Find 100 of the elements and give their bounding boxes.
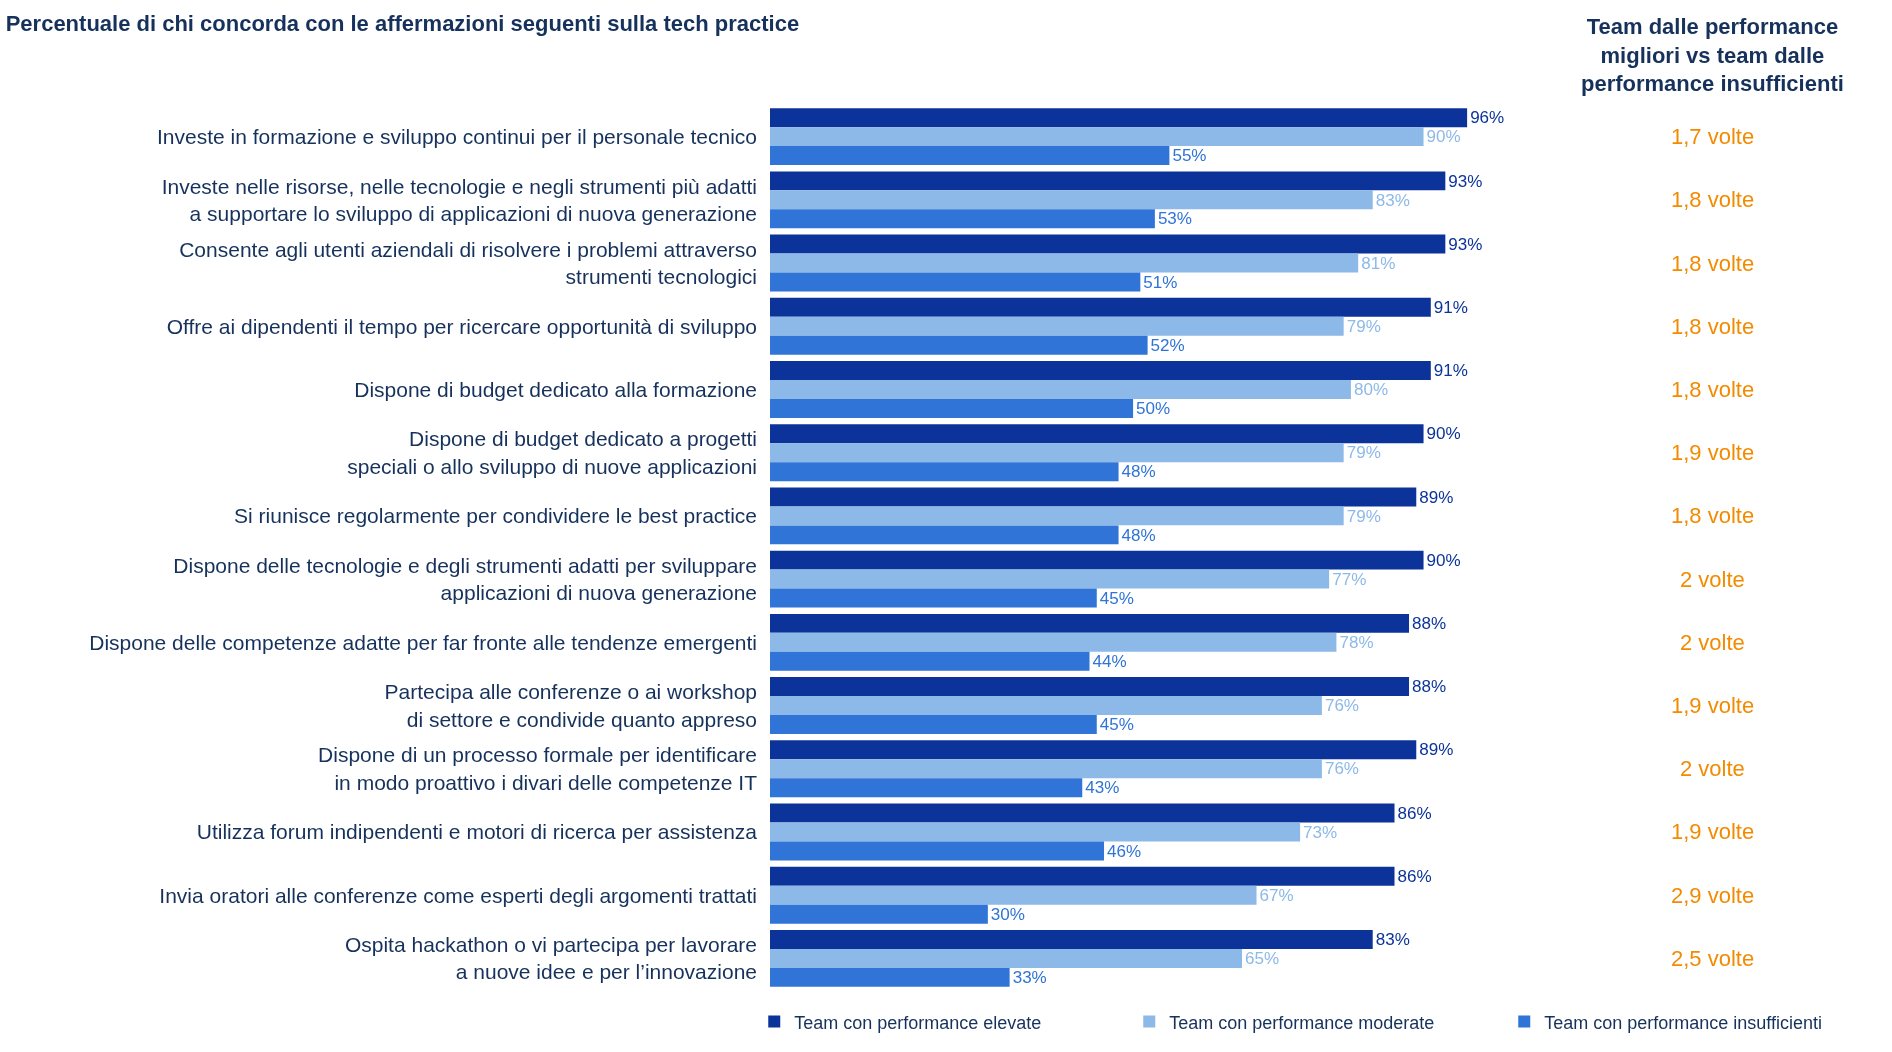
bar [770,651,1090,671]
text: 2 volte [1680,630,1745,655]
data-label: 91% [1433,361,1468,381]
text: 1,8 volte [1671,503,1755,528]
data-label: 86% [1397,803,1432,823]
text: 2 volte [1680,756,1745,781]
data-label: 79% [1346,316,1381,336]
text: 1,8 volte [1671,187,1755,212]
data-label: 76% [1324,696,1360,716]
data-label: 67% [1259,885,1294,905]
y-tick-label: Consente agli utenti aziendali di risolvere i problemi attraverso strumenti tecnologici [179,237,757,289]
bar [770,253,1359,273]
legend-label: Team con performance insufficienti [1544,1012,1823,1033]
y-tick-label: Partecipa alle conferenze o ai workshop di settore e condivide quanto appreso [384,680,757,731]
bar [770,904,988,924]
bar [770,379,1351,399]
text: 1,9 volte [1671,440,1755,465]
data-label: 83% [1375,190,1410,210]
text: 2,5 volte [1671,946,1755,971]
legend-label: Team con performance elevate [794,1012,1042,1033]
data-label: 30% [990,904,1026,924]
data-label: 46% [1107,841,1142,861]
y-tick-label: Investe nelle risorse, nelle tecnologie e negli strumenti più adatti a supportare lo sviluppo di applicazioni di nuova generazione [161,174,757,225]
data-label: 48% [1121,525,1156,545]
data-label: 76% [1324,759,1360,779]
data-label: 91% [1433,297,1468,317]
y-tick-label: Investe in formazione e sviluppo continui per il personale tecnico [156,124,757,148]
bar [770,506,1344,526]
data-label: 96% [1470,108,1505,128]
bar [770,588,1097,608]
data-label: 80% [1353,380,1389,400]
bar [770,234,1446,254]
data-label: 93% [1448,171,1483,191]
text: 2,9 volte [1671,883,1755,908]
data-label: 90% [1426,424,1461,444]
bar [770,696,1322,716]
data-label: 81% [1361,253,1396,273]
bar [770,398,1134,418]
data-label: 79% [1346,443,1381,463]
data-label: 78% [1339,633,1374,653]
bar [770,569,1330,589]
bar [770,335,1148,355]
y-tick-label: Dispone delle competenze adatte per far fronte alle tendenze emergenti [89,630,757,654]
y-tick-label: Offre ai dipendenti il tempo per ricercare opportunità di sviluppo [166,314,757,338]
bar [770,297,1431,317]
bar [770,948,1243,968]
bar [770,740,1417,760]
data-label: 65% [1245,949,1280,969]
bar [770,108,1468,128]
data-label: 77% [1332,569,1367,589]
data-label: 90% [1426,127,1461,147]
bar [770,632,1337,652]
text: 1,9 volte [1671,693,1755,718]
bar [770,778,1083,798]
data-label: 89% [1419,740,1454,760]
bar [770,171,1446,191]
bar [770,841,1105,861]
data-label: 48% [1121,462,1156,482]
data-label: 55% [1172,146,1207,166]
data-label: 52% [1150,335,1185,355]
y-tick-label: Dispone di budget dedicato alla formazione [354,377,757,401]
text: 1,8 volte [1671,251,1755,276]
bar [770,715,1097,734]
text: Team dalle performance migliori vs team dalle performance insufficienti [1581,14,1844,97]
bar [770,272,1141,292]
bar [770,803,1395,823]
y-tick-label: Ospita hackathon o vi partecipa per lavorare a nuove idee e per l’innovazione [344,933,757,984]
data-label: 93% [1448,234,1483,254]
y-tick-label: Utilizza forum indipendenti e motori di ricerca per assistenza [196,820,758,844]
bar [770,424,1424,444]
y-tick-label: Dispone di un processo formale per identificare in modo proattivo i divari delle competenze IT [318,743,758,794]
data-label: 79% [1346,506,1381,526]
bar [770,443,1344,463]
bar [770,525,1119,545]
data-label: 88% [1412,614,1447,634]
y-tick-label: Dispone delle tecnologie e degli strumenti adatti per sviluppare applicazioni di nuova generazione [173,553,757,605]
bar [770,316,1344,336]
bar [770,885,1257,905]
data-label: 50% [1136,399,1171,419]
bar [770,866,1395,886]
bar [770,487,1417,507]
bar [770,550,1424,570]
text: 1,8 volte [1671,377,1755,402]
data-label: 88% [1412,677,1447,697]
data-label: 45% [1099,588,1134,608]
data-label: 51% [1143,272,1178,292]
text: Percentuale di chi concorda con le affermazioni seguenti sulla tech practice [5,11,800,37]
bar [770,613,1410,633]
bar [770,929,1373,949]
data-label: 53% [1157,209,1193,229]
data-label: 33% [1012,968,1047,988]
bar [770,209,1155,229]
bar [770,361,1431,380]
text: 1,7 volte [1671,124,1755,149]
bar [770,967,1010,987]
legend-label: Team con performance moderate [1169,1012,1435,1033]
bar [770,822,1301,842]
data-label: 83% [1375,930,1410,950]
bar [770,677,1410,697]
bar [770,759,1322,779]
